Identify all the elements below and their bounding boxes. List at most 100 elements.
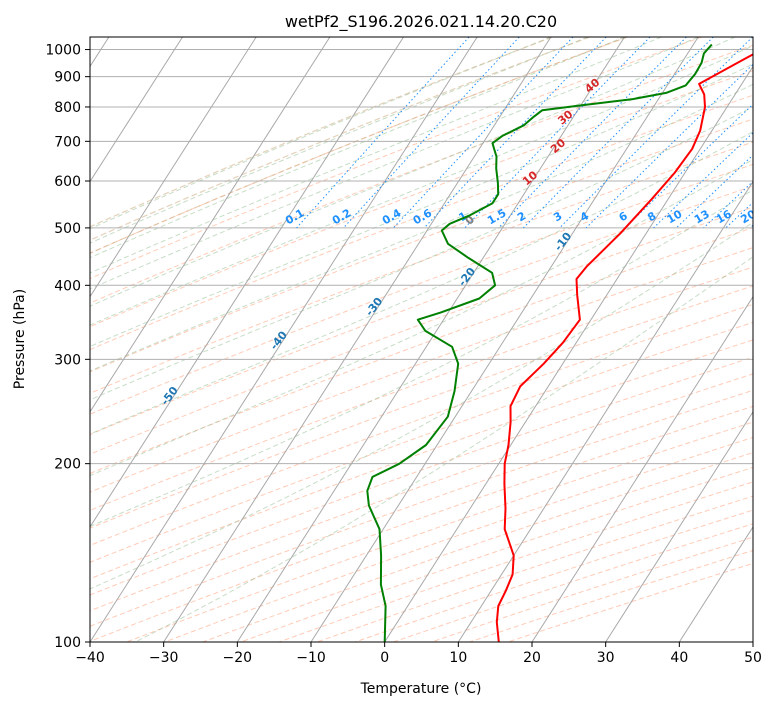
- isotherm-line: [90, 37, 404, 528]
- dry-adiabat-line: [164, 436, 753, 642]
- mixing-ratio-label: 6: [617, 209, 630, 224]
- isotherm-line: [531, 295, 753, 642]
- dry-adiabat-line: [431, 536, 753, 642]
- moist-adiabat-line: [90, 37, 552, 230]
- mixing-ratio-line: [498, 37, 687, 229]
- y-tick-label: 600: [54, 174, 81, 190]
- mixing-ratio-label: 16: [714, 207, 734, 226]
- mixing-ratio-line: [523, 37, 714, 229]
- x-tick-label: −20: [223, 650, 253, 666]
- dry-adiabat-line: [90, 185, 753, 436]
- dry-adiabat-line: [90, 94, 753, 351]
- isotherm-line: [90, 37, 478, 642]
- y-tick-label: 200: [54, 457, 81, 473]
- reference-curve: [90, 37, 628, 254]
- dry-adiabat-line: [316, 495, 753, 642]
- dry-adiabat-line: [90, 70, 753, 328]
- y-axis-label: Pressure (hPa): [12, 289, 28, 389]
- dry-adiabat-line: [90, 141, 753, 394]
- x-tick-label: 20: [523, 650, 541, 666]
- moist-adiabat-line: [90, 45, 753, 326]
- isotherm-line: [90, 37, 183, 183]
- isotherm-line: [163, 37, 552, 642]
- isotherm-line: [678, 525, 753, 642]
- dry-adiabat-line: [90, 37, 628, 254]
- theta-e-label: 20: [548, 136, 568, 156]
- moist-adiabat-line: [90, 37, 662, 274]
- mixing-ratio-line: [393, 37, 574, 229]
- dry-adiabat-line: [90, 37, 703, 280]
- moist-adiabat-line: [90, 37, 625, 259]
- mixing-ratio-line: [585, 63, 753, 229]
- moist-adiabat-line: [90, 189, 753, 527]
- x-tick-label: 10: [449, 650, 467, 666]
- mixing-ratio-label: 20: [738, 207, 758, 226]
- y-tick-label: 400: [54, 278, 81, 294]
- y-tick-label: 100: [54, 635, 81, 651]
- dry-adiabat-line: [90, 163, 753, 415]
- dry-adiabat-line: [90, 227, 753, 474]
- dry-adiabat-line: [90, 405, 753, 642]
- x-tick-label: 0: [380, 650, 389, 666]
- dry-adiabat-line: [393, 523, 753, 642]
- dry-adiabat-line: [202, 452, 753, 642]
- dry-adiabat-line: [90, 206, 753, 455]
- y-tick-label: 700: [54, 134, 81, 150]
- isotherm-line: [90, 37, 257, 298]
- mixing-ratio-line: [464, 37, 651, 229]
- mixing-ratio-line: [749, 224, 753, 229]
- reference-curve: [90, 37, 591, 241]
- isotherm-line: [310, 37, 699, 642]
- x-axis-label: Temperature (°C): [360, 681, 482, 697]
- y-tick-label: 800: [54, 100, 81, 116]
- isotherm-label: -40: [268, 328, 291, 352]
- isotherm-line: [236, 37, 625, 642]
- temperature-profile-line: [495, 53, 753, 642]
- dry-adiabat-line: [126, 421, 753, 642]
- isotherm-line: [605, 410, 753, 642]
- mixing-ratio-label: 3: [551, 209, 564, 224]
- skewed-isotherms: [90, 37, 753, 642]
- moist-adiabat-line: [90, 221, 753, 590]
- dry-adiabat-line: [507, 562, 753, 642]
- chart-title: wetPf2_S196.2026.021.14.20.C20: [285, 12, 557, 32]
- dewpoint-profile-line: [366, 43, 713, 642]
- isotherm-label: -60: [53, 433, 76, 457]
- dry-adiabat-line: [90, 266, 753, 511]
- moist-adiabat-line: [90, 131, 753, 435]
- y-tick-label: 300: [54, 352, 81, 368]
- y-tick-label: 900: [54, 70, 81, 86]
- moist-adiabat-line: [90, 37, 588, 244]
- isotherm-line: [457, 180, 753, 642]
- chart-annotations: 0.10.20.40.611.52346810131620253036-100-…: [53, 76, 758, 457]
- mixing-ratio-line: [675, 154, 753, 229]
- x-tick-label: −30: [149, 650, 179, 666]
- mixing-ratio-line: [423, 37, 607, 229]
- pressure-gridlines: [90, 49, 753, 642]
- x-tick-label: −10: [296, 650, 326, 666]
- x-axis-ticks: −40 −30 −20 −10 0 10 20 30 40 50: [75, 642, 762, 666]
- isotherm-line: [90, 37, 331, 413]
- x-tick-label: 50: [744, 650, 762, 666]
- background-lines: [90, 37, 753, 642]
- isotherm-label: -30: [363, 295, 386, 319]
- dry-adiabat-line: [90, 247, 753, 493]
- mixing-ratio-line: [343, 37, 520, 229]
- plot-frame: [89, 36, 754, 643]
- mixing-ratio-label: 0.2: [330, 206, 353, 227]
- isotherm-line: [752, 641, 753, 642]
- isotherm-line: [384, 65, 753, 642]
- moist-adiabat-line: [90, 106, 753, 401]
- y-tick-label: 500: [54, 221, 81, 237]
- moist-adiabat-line: [90, 37, 736, 307]
- theta-e-label: 10: [520, 168, 540, 188]
- mixing-ratio-label: 0.4: [380, 206, 404, 227]
- sounding-series: [366, 43, 753, 642]
- mixing-ratio-label: 0.1: [283, 206, 306, 227]
- moist-adiabat-line: [90, 63, 753, 348]
- x-tick-label: 30: [597, 650, 615, 666]
- mixing-ratio-line: [703, 180, 753, 229]
- mixing-ratio-line: [624, 103, 753, 229]
- x-tick-label: 40: [670, 650, 688, 666]
